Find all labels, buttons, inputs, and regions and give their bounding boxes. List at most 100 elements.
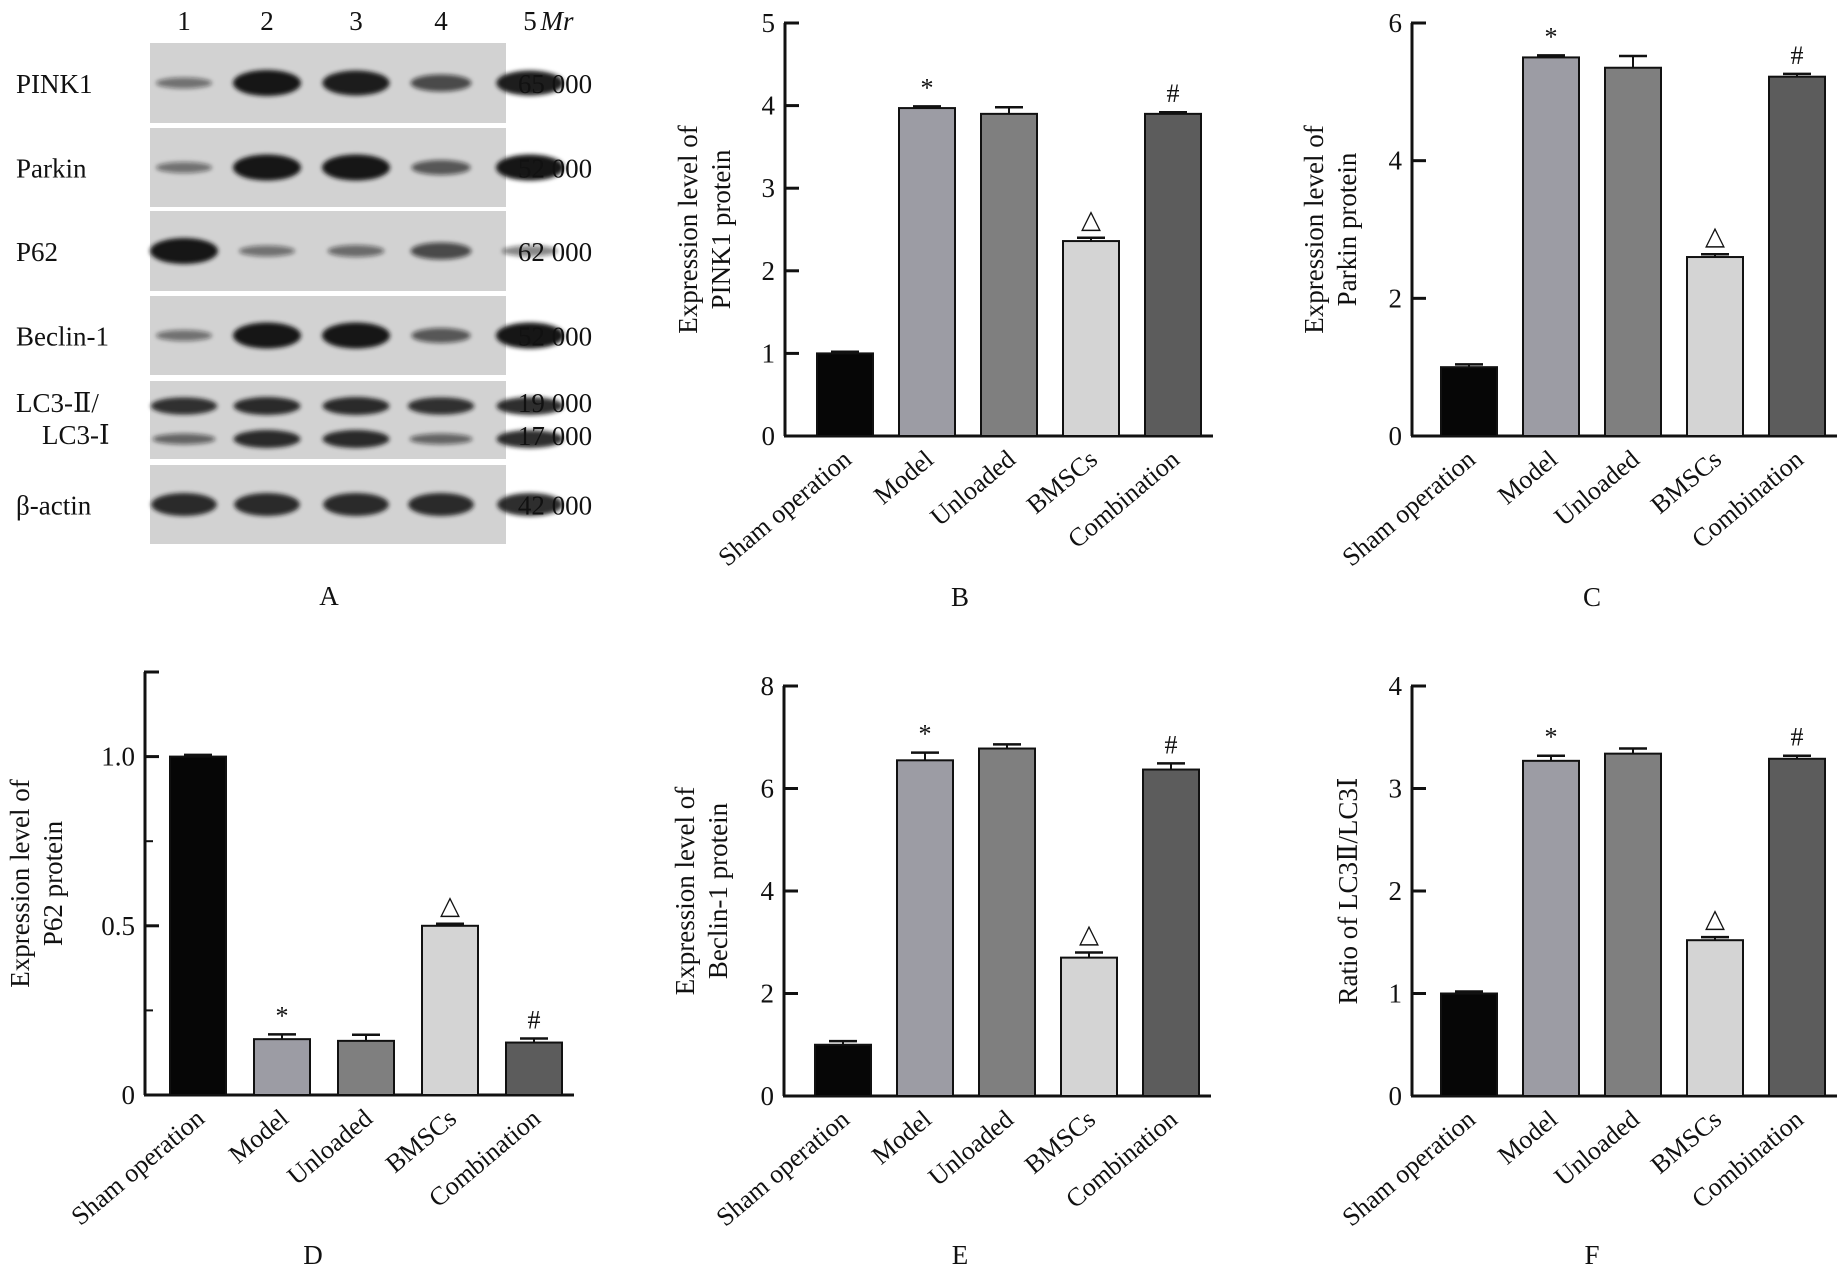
bar-model [253,1038,311,1096]
blot-band [150,397,218,415]
significance-marker: * [1545,22,1558,51]
panel-letter-B: B [951,582,969,612]
blot-row-label: PINK1 [16,69,93,99]
panel-letter-C: C [1583,582,1601,612]
significance-marker: * [919,720,932,749]
y-tick-label: 8 [761,671,775,701]
blot-band [411,328,471,343]
x-category-label: Model [866,1104,937,1170]
blot-band [322,430,390,448]
y-axis-label: Expression level of [5,779,35,987]
molecular-weight-label: 19 000 [518,388,592,418]
significance-marker: * [921,73,934,102]
panel-letter-F: F [1584,1240,1599,1270]
significance-marker: # [1791,723,1804,752]
blot-band [233,397,301,415]
blot-band [407,397,475,415]
blot-band [156,162,212,173]
x-category-label: Sham operation [713,444,857,572]
x-category-label: Model [223,1103,294,1169]
lane-number: 3 [349,6,363,36]
x-category-label: Unloaded [925,444,1021,531]
molecular-weight-label: 62 000 [518,237,592,267]
x-category-label: Unloaded [282,1103,378,1190]
bar-combination [1144,112,1202,438]
significance-marker: # [1165,730,1178,759]
mr-header: Mr [540,6,574,36]
x-category-label: Sham operation [1337,444,1481,572]
blot-band [408,493,474,516]
y-tick-label: 5 [762,8,776,38]
blot-band [233,322,301,349]
significance-marker: △ [440,891,460,920]
blot-band [327,245,385,257]
blot-band [496,322,564,349]
y-tick-label: 0 [761,1081,775,1111]
significance-marker: * [1545,723,1558,752]
x-category-label: Sham operation [1337,1104,1481,1232]
y-axis-label: Expression level of [673,125,703,333]
bar-bmscs [1686,939,1744,1098]
blot-row-label: β-actin [16,491,92,521]
blot-row-label: LC3-Ⅱ/ [16,388,99,418]
x-category-label: Model [868,444,939,510]
blot-band [152,433,216,445]
molecular-weight-label: 65 000 [518,69,592,99]
bar-model [898,107,956,437]
bar-unloaded [978,747,1036,1098]
western-blot-panel: 1 2 3 4 5 Mr PINK1 65 000 Parkin 52 000 P62 62 000 B… [16,6,592,611]
significance-marker: * [276,1001,289,1030]
y-tick-label: 0 [1389,1081,1403,1111]
bar-bmscs [1062,240,1120,437]
y-axis-label: Beclin-1 protein [703,802,733,979]
x-category-label: Unloaded [923,1104,1019,1191]
molecular-weight-label: 42 000 [518,491,592,521]
bar-sham [169,755,227,1096]
blot-band [233,154,301,181]
y-tick-label: 2 [762,256,776,286]
bar-sham [814,1043,872,1097]
bar-bmscs [1060,956,1118,1097]
y-tick-label: 0 [762,421,776,451]
blot-band [502,245,558,257]
y-tick-label: 0 [122,1080,136,1110]
blot-band [496,70,564,96]
lane-number: 1 [177,6,191,36]
y-axis-label: P62 protein [38,820,68,946]
significance-marker: △ [1081,205,1101,234]
x-category-label: Sham operation [66,1103,210,1231]
blot-band [496,397,564,415]
x-category-label: Sham operation [711,1104,855,1232]
bar-bmscs [421,924,479,1096]
molecular-weight-label: 52 000 [518,322,592,352]
y-axis-label: Expression level of [1299,125,1329,333]
panel-letter-A: A [319,581,339,611]
y-tick-label: 0 [1389,421,1403,451]
y-tick-label: 2 [761,979,775,1009]
bar-sham [1440,992,1498,1097]
blot-band [322,154,390,181]
y-tick-label: 2 [1389,876,1403,906]
blot-band [233,430,301,448]
y-tick-label: 4 [762,91,776,121]
blot-band [156,77,212,89]
bar-combination [1142,768,1200,1097]
molecular-weight-label: 17 000 [518,421,592,451]
x-category-label: Model [1492,444,1563,510]
blot-band [150,238,218,264]
significance-marker: △ [1079,920,1099,949]
significance-marker: # [528,1005,541,1034]
blot-row-label: LC3-Ⅰ [42,420,110,450]
bar-bmscs [1686,256,1744,437]
y-tick-label: 2 [1389,283,1403,313]
bar-combination [505,1041,563,1096]
blot-band [409,433,473,445]
y-axis-label: Expression level of [670,787,700,995]
lane-number: 2 [260,6,274,36]
y-tick-label: 1 [762,338,776,368]
